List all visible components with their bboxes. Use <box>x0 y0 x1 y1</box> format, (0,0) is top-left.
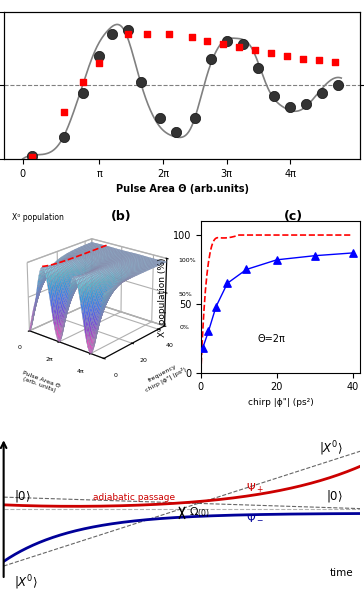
Point <box>316 56 322 65</box>
Text: $|X^0\rangle$: $|X^0\rangle$ <box>318 440 343 459</box>
Point <box>173 128 179 137</box>
Text: (b): (b) <box>111 210 131 223</box>
X-axis label: Pulse Area Θ (arb.units): Pulse Area Θ (arb.units) <box>115 184 249 194</box>
Point <box>189 32 194 42</box>
Point <box>166 29 172 39</box>
Point <box>213 302 219 311</box>
Point <box>125 25 131 34</box>
Text: $\Omega_{(0)}$: $\Omega_{(0)}$ <box>189 505 210 520</box>
Point <box>96 59 102 68</box>
Text: $|0\rangle$: $|0\rangle$ <box>14 488 31 504</box>
Text: $|0\rangle$: $|0\rangle$ <box>325 488 343 504</box>
Point <box>240 39 245 49</box>
Point <box>208 54 214 64</box>
Point <box>332 57 338 67</box>
Point <box>225 279 230 288</box>
Point <box>125 29 131 39</box>
Point <box>205 37 210 46</box>
Point <box>288 103 293 112</box>
Point <box>29 151 35 161</box>
Point <box>61 107 67 116</box>
Point <box>200 343 206 353</box>
Text: $|X^0\rangle$: $|X^0\rangle$ <box>14 573 38 592</box>
Point <box>61 132 67 141</box>
Point <box>335 81 341 90</box>
Text: X⁰ population: X⁰ population <box>12 213 64 222</box>
Point <box>244 265 249 274</box>
Point <box>312 251 318 260</box>
Y-axis label: X⁰ population (%): X⁰ population (%) <box>158 257 167 337</box>
Y-axis label: frequency
chirp |ϕ"| (ps²): frequency chirp |ϕ"| (ps²) <box>141 361 188 393</box>
Point <box>80 78 86 87</box>
Point <box>224 37 230 46</box>
Text: adiabatic passage: adiabatic passage <box>93 494 175 503</box>
Point <box>80 88 86 97</box>
Point <box>192 113 198 122</box>
Point <box>284 51 290 61</box>
Point <box>144 29 150 39</box>
Text: (c): (c) <box>284 210 303 223</box>
Point <box>350 248 356 258</box>
Point <box>256 63 261 72</box>
Point <box>300 54 306 64</box>
Text: $\Psi_+$: $\Psi_+$ <box>246 482 264 495</box>
Point <box>319 88 325 97</box>
Point <box>274 255 280 264</box>
Point <box>237 42 242 52</box>
Text: $\Psi_-$: $\Psi_-$ <box>246 513 264 523</box>
Point <box>138 78 143 87</box>
Point <box>303 100 309 109</box>
Point <box>29 153 35 162</box>
Point <box>272 91 277 100</box>
Point <box>206 327 211 336</box>
Point <box>96 51 102 61</box>
Point <box>157 113 163 122</box>
X-axis label: Pulse Area Θ
(arb. units): Pulse Area Θ (arb. units) <box>20 370 61 394</box>
Point <box>109 29 115 39</box>
Text: time: time <box>329 567 353 577</box>
Point <box>221 39 226 49</box>
X-axis label: chirp |ϕ"| (ps²): chirp |ϕ"| (ps²) <box>248 398 313 407</box>
Point <box>252 45 258 55</box>
Text: Θ=2π: Θ=2π <box>258 334 286 345</box>
Point <box>268 48 274 58</box>
